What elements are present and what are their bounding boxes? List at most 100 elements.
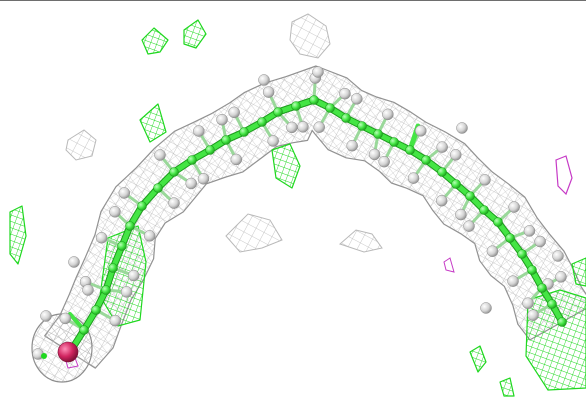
green-density-blob (139, 103, 167, 143)
hydrogen-atom (522, 297, 534, 309)
carbon-atom (101, 285, 111, 295)
hydrogen-atom (185, 177, 197, 190)
green-density-blob (271, 143, 301, 189)
carbon-atom (325, 103, 335, 113)
loose-density-fragments (65, 13, 383, 253)
green-density-blob (499, 377, 515, 397)
carbon-atom (505, 233, 515, 243)
carbon-atom (557, 317, 567, 327)
hydrogen-atom (351, 93, 363, 105)
hydrogen-atom (59, 312, 72, 325)
carbon-atom (205, 145, 215, 155)
mesh-fragment-center (225, 213, 283, 253)
hydrogen-atom (286, 121, 298, 134)
hydrogen-atom (368, 148, 381, 161)
carbon-atom (517, 249, 527, 259)
hydrogen-atom (95, 231, 108, 244)
green-density-blob (141, 27, 169, 55)
hydrogen-atom (267, 135, 279, 147)
hydrogen-atom (230, 153, 243, 166)
hydrogen-atom (378, 155, 390, 168)
carbon-atom (537, 283, 547, 293)
hydrogen-atom (527, 309, 539, 321)
carbon-atom (465, 191, 475, 201)
mesh-fragment-left (65, 129, 97, 161)
hydrogen-atom (313, 121, 325, 133)
hydrogen-atom (486, 245, 499, 257)
hydrogen-atom (40, 310, 52, 322)
magenta-density-blob (443, 257, 455, 273)
hydrogen-atom (297, 121, 309, 133)
hydrogen-atom (143, 230, 156, 242)
mesh-fragment-center-right (339, 229, 383, 253)
carbon-atom (405, 145, 415, 155)
hydrogen-atom (480, 302, 492, 314)
carbon-atom (187, 155, 197, 165)
hydrogen-atom (407, 172, 420, 184)
hydrogen-atom (507, 275, 519, 287)
hydrogen-atom (262, 86, 275, 98)
carbon-atom (451, 179, 461, 189)
hydrogen-atom (193, 125, 205, 137)
hydrogen-atom (339, 87, 351, 100)
hydrogen-atom (346, 139, 358, 152)
hydrogen-atom (436, 141, 448, 153)
green-density-blob (469, 345, 487, 373)
green-density-blob-corner (525, 289, 586, 391)
hydrogen-atom (228, 106, 240, 119)
hydrogen-atom (312, 66, 324, 78)
carbon-atom (153, 183, 163, 193)
hydrogen-atom (216, 113, 228, 126)
hydrogen-atom (197, 173, 210, 185)
carbon-atom (437, 167, 447, 177)
carbon-atom (79, 325, 89, 335)
carbon-atom (137, 201, 147, 211)
hydrogen-atom (456, 122, 468, 134)
carbon-atom (309, 95, 319, 105)
hydrogen-atom (415, 125, 427, 137)
hydrogen-atom (109, 206, 121, 218)
hydrogen-atom (118, 187, 131, 199)
carbon-atom (527, 265, 537, 275)
hydrogen-atom (523, 225, 536, 237)
hydrogen-atom (82, 284, 94, 296)
hydrogen-atom (168, 197, 180, 209)
carbon-atom (341, 113, 351, 123)
carbon-atom (273, 107, 283, 117)
density-mesh-crosshatch (44, 66, 586, 369)
hydrogen-atom (68, 256, 80, 268)
hydrogen-atom (154, 149, 166, 161)
hydrogen-atom (552, 250, 564, 262)
hydrogen-atom (455, 208, 467, 221)
hydrogen-atom (382, 108, 394, 121)
hydrogen-atom (508, 201, 520, 213)
carbon-atom (421, 155, 431, 165)
green-density-blob (9, 205, 27, 265)
hydrogen-atom (479, 174, 491, 186)
hydrogen-atom (463, 220, 475, 232)
carbon-atom (257, 117, 267, 127)
carbon-atom (291, 101, 301, 111)
carbon-atom (493, 217, 503, 227)
carbon-atom (221, 135, 231, 145)
carbon-atom (389, 137, 399, 147)
green-density-blob (183, 19, 207, 49)
oxygen-atom (57, 341, 79, 363)
carbon-atom (117, 241, 127, 251)
hydrogen-atom (449, 149, 462, 161)
carbon-atom (108, 263, 118, 273)
hydrogen-atom (435, 194, 448, 207)
hydrogen-atom (109, 314, 122, 327)
carbon-atom (91, 305, 101, 315)
hydrogen-atom (534, 235, 546, 248)
hydrogen-atom (555, 271, 567, 283)
carbon-atom (357, 121, 367, 131)
magenta-density-blob (555, 155, 573, 196)
carbon-atom (373, 129, 383, 139)
hydrogen-atom (258, 74, 270, 86)
ligand-atoms (32, 66, 567, 363)
positive-difference-density (9, 19, 586, 397)
carbon-atom (547, 299, 557, 309)
